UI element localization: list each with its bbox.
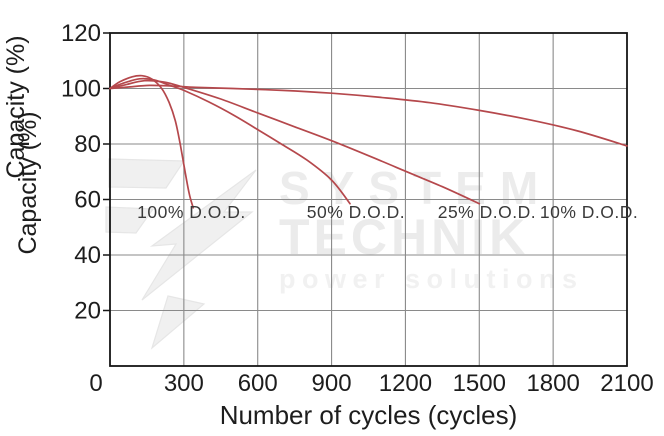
y-axis-title-duplicate: Capacity (%) [2,35,30,178]
y-tick-label: 20 [74,298,101,325]
y-tick-label: 40 [74,242,101,269]
y-axis-title: Capacity (%) [14,111,42,254]
y-tick-label: 120 [61,20,101,47]
curve-25-d-o-d [109,79,481,205]
watermark-line2: TECHNIK [279,209,529,265]
dod-curve-label: 25% D.O.D. [438,202,536,222]
watermark-lightning-bolt-icon [141,169,257,301]
y-tick-label: 80 [74,131,101,158]
watermark-lightning-bolt-icon [150,295,206,350]
dod-curve-label: 50% D.O.D. [307,202,405,222]
x-tick-label: 1800 [526,370,579,397]
watermark-lightning-bolt-icon [108,158,186,189]
y-tick-label: 100 [61,76,101,103]
watermark-line3: power solutions [279,264,584,294]
x-tick-label: 1200 [379,370,432,397]
x-axis-title: Number of cycles (cycles) [220,400,518,430]
x-tick-label: 2100 [600,370,653,397]
x-tick-label: 600 [238,370,278,397]
x-tick-label: 300 [164,370,204,397]
y-tick-label: 60 [74,187,101,214]
curve-50-d-o-d [109,77,351,205]
watermark-lightning-bolt-icon [105,206,155,234]
dod-curve-label: 100% D.O.D. [137,202,246,222]
x-tick-label: 0 [89,370,102,397]
x-tick-label: 900 [312,370,352,397]
dod-curve-label: 10% D.O.D. [540,202,638,222]
x-tick-label: 1500 [453,370,506,397]
curve-10-d-o-d [109,84,628,147]
curve-100-d-o-d [109,74,195,209]
